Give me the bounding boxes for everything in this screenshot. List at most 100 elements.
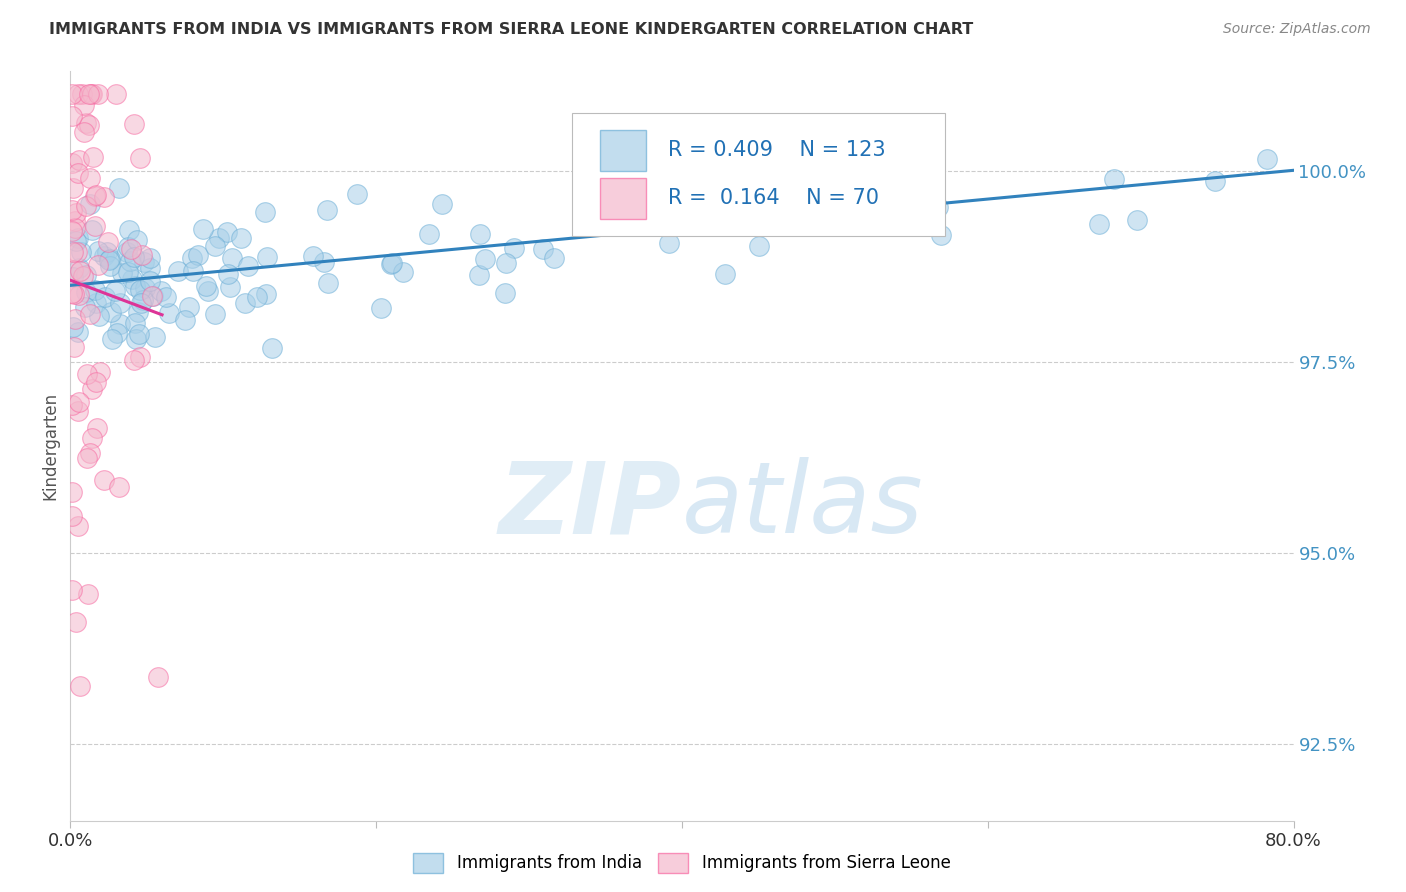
Point <box>254 287 277 301</box>
Point <box>204 239 226 253</box>
Point <box>93 190 115 204</box>
Point <box>84 376 107 390</box>
Point <box>77 87 100 102</box>
Point <box>67 394 90 409</box>
Point <box>786 217 808 231</box>
Point <box>215 225 238 239</box>
Point <box>312 255 335 269</box>
Point <box>125 233 148 247</box>
Point <box>138 252 160 266</box>
Point <box>80 382 103 396</box>
Point <box>187 248 209 262</box>
Point <box>174 312 197 326</box>
Point <box>579 206 602 220</box>
Point <box>755 206 778 220</box>
Point <box>142 289 165 303</box>
Point <box>104 87 127 102</box>
Point <box>67 325 90 339</box>
Point <box>67 404 90 418</box>
Point <box>929 228 952 243</box>
FancyBboxPatch shape <box>572 112 945 236</box>
Point <box>120 242 142 256</box>
Point <box>699 208 721 222</box>
Point <box>79 307 101 321</box>
Point <box>96 245 118 260</box>
Point <box>134 281 156 295</box>
Point <box>60 286 83 301</box>
Point <box>97 235 120 249</box>
Point <box>60 156 83 170</box>
Point <box>430 197 453 211</box>
Point <box>82 150 104 164</box>
Point <box>118 222 141 236</box>
Point <box>145 330 167 344</box>
Point <box>87 309 110 323</box>
Point <box>76 451 98 466</box>
Point <box>75 199 97 213</box>
Point <box>128 151 150 165</box>
Point <box>624 172 647 186</box>
Point <box>1204 174 1226 188</box>
Point <box>63 214 86 228</box>
Point <box>60 398 83 412</box>
Point <box>128 327 150 342</box>
Text: atlas: atlas <box>682 458 924 555</box>
Point <box>118 253 141 268</box>
Y-axis label: Kindergarten: Kindergarten <box>41 392 59 500</box>
Text: R = 0.409    N = 123: R = 0.409 N = 123 <box>668 140 886 161</box>
Point <box>155 290 177 304</box>
Point <box>122 250 145 264</box>
Point <box>62 180 84 194</box>
Point <box>69 679 91 693</box>
Point <box>1087 217 1109 231</box>
Point <box>658 235 681 250</box>
Point <box>217 267 239 281</box>
Point <box>651 171 673 186</box>
Point <box>346 186 368 201</box>
Point <box>79 171 101 186</box>
Point <box>108 317 131 331</box>
Point <box>254 204 277 219</box>
Point <box>108 295 131 310</box>
Point <box>93 249 115 263</box>
Point <box>60 224 83 238</box>
Point <box>208 231 231 245</box>
Point <box>72 268 94 283</box>
Point <box>86 258 108 272</box>
Point <box>75 300 97 314</box>
Point <box>80 87 103 102</box>
Point <box>748 239 770 253</box>
Point <box>197 284 219 298</box>
Point <box>65 312 87 326</box>
Point <box>195 279 218 293</box>
Point <box>89 364 111 378</box>
Point <box>80 223 103 237</box>
Point <box>73 126 96 140</box>
Point <box>67 261 90 276</box>
Point <box>63 221 86 235</box>
Point <box>65 206 87 220</box>
Point <box>60 87 83 102</box>
Point <box>901 211 924 226</box>
Point <box>128 283 150 297</box>
Point <box>418 227 440 241</box>
Point <box>60 202 83 217</box>
Point <box>65 615 87 629</box>
Point <box>62 269 84 284</box>
Point <box>229 231 252 245</box>
Point <box>77 587 100 601</box>
Point <box>84 188 107 202</box>
Point <box>62 244 84 259</box>
Point <box>117 245 139 260</box>
Bar <box>600 130 647 171</box>
Point <box>236 260 259 274</box>
Point <box>67 153 90 167</box>
Point <box>131 248 153 262</box>
Point <box>60 484 83 499</box>
Point <box>316 202 339 217</box>
Point <box>82 431 104 445</box>
Point <box>63 287 86 301</box>
Point <box>381 255 404 269</box>
Point <box>543 251 565 265</box>
Point <box>134 255 156 269</box>
